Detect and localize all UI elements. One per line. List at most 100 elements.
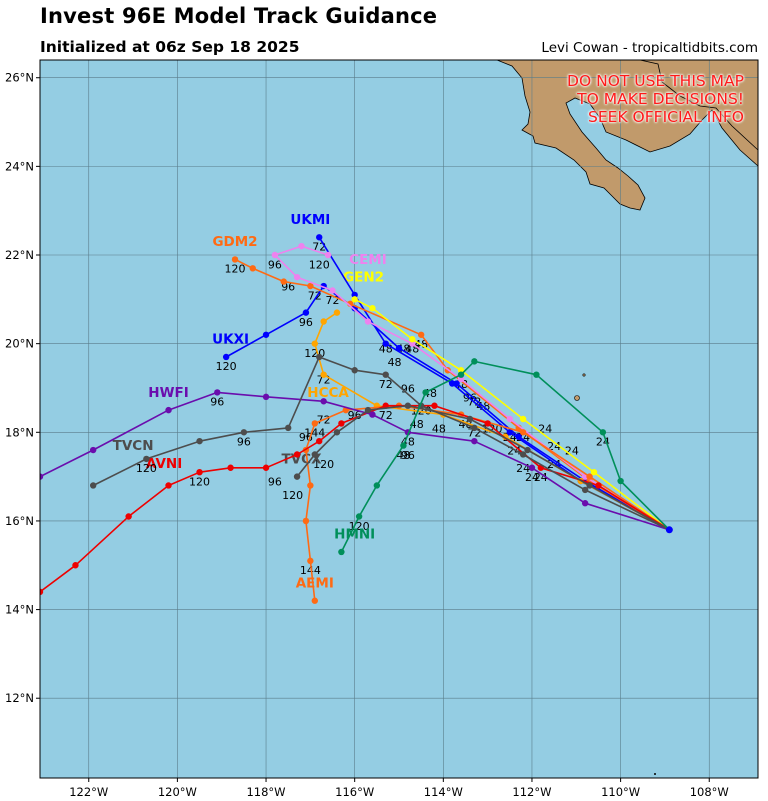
track-point <box>581 500 589 507</box>
track-point <box>316 437 323 445</box>
track-point <box>311 451 318 458</box>
forecast-hour-label: 24 <box>565 444 579 457</box>
track-point <box>373 482 381 489</box>
forecast-hour-label: 72 <box>308 289 322 302</box>
chart-subtitle: Initialized at 06z Sep 18 2025 <box>40 38 300 56</box>
track-point <box>422 389 429 396</box>
forecast-hour-label: 72 <box>379 409 393 422</box>
track-point <box>40 473 44 480</box>
forecast-hour-label: 48 <box>396 449 410 462</box>
plot-frame <box>39 59 759 779</box>
forecast-hour-label: 120 <box>225 263 246 276</box>
forecast-hour-label: 96 <box>401 382 415 395</box>
track-point <box>355 513 363 520</box>
track-point <box>471 424 478 432</box>
forecast-hour-label: 96 <box>401 449 415 462</box>
forecast-hour-label: 144 <box>300 564 321 577</box>
track-point <box>457 367 465 374</box>
x-tick-label: 120°W <box>158 785 197 799</box>
track-point <box>471 358 478 365</box>
island-dot <box>574 395 580 401</box>
track-point <box>72 562 79 569</box>
track-point <box>240 429 248 436</box>
track-point <box>528 464 536 471</box>
model-name-label: TVCN <box>113 438 154 454</box>
forecast-hour-label: 144 <box>304 427 325 440</box>
track-point <box>143 455 150 463</box>
mainland-coast <box>639 60 758 151</box>
track-point <box>302 309 310 316</box>
y-tick-label: 24°N <box>5 159 34 173</box>
forecast-hour-label: 96 <box>268 475 282 488</box>
forecast-hour-label: 120 <box>349 520 370 533</box>
model-name-label: GDM2 <box>212 234 257 250</box>
track-point <box>519 429 527 436</box>
model-track-hmni <box>338 358 670 556</box>
track-point <box>89 446 97 454</box>
warning-line: SEEK OFFICIAL INFO <box>588 108 744 126</box>
warning-box: DO NOT USE THIS MAP TO MAKE DECISIONS! S… <box>484 72 744 126</box>
forecast-hour-label: 96 <box>268 258 282 271</box>
axis-ticks: 122°W 120°W 118°W 116°W 114°W 112°W 110°W 108°W… <box>5 71 729 799</box>
track-point <box>369 411 376 418</box>
model-track-gen2 <box>351 296 670 531</box>
model-name-label: AEMI <box>296 575 334 591</box>
track-point <box>586 482 593 489</box>
track-line <box>40 391 670 531</box>
track-point <box>262 331 270 338</box>
track-point <box>214 389 221 396</box>
track-point <box>293 473 301 480</box>
forecast-hour-label: 48 <box>388 356 402 369</box>
forecast-hour-label: 120 <box>136 462 157 475</box>
track-point <box>311 420 318 427</box>
forecast-hour-label: 24 <box>534 471 548 484</box>
model-track-cemi <box>271 242 670 531</box>
credit-text: Levi Cowan - tropicaltidbits.com <box>541 40 758 56</box>
track-point <box>617 477 624 485</box>
track-point <box>409 336 416 343</box>
track-point <box>364 406 372 414</box>
track-point <box>395 344 403 352</box>
track-point <box>364 318 372 325</box>
track-point <box>457 371 465 378</box>
forecast-hour-label: 120 <box>216 360 237 373</box>
y-tick-label: 16°N <box>5 514 34 528</box>
x-tick-label: 110°W <box>601 785 640 799</box>
track-point <box>338 548 345 556</box>
model-name-label: UKXI <box>212 332 249 348</box>
track-point <box>400 442 407 449</box>
forecast-hour-label: 48 <box>432 422 446 435</box>
ocean-background <box>40 60 758 778</box>
warning-line: DO NOT USE THIS MAP <box>567 72 744 90</box>
track-point <box>351 367 358 374</box>
chart-title: Invest 96E Model Track Guidance <box>40 4 438 28</box>
model-track-tvcn <box>89 353 670 531</box>
track-point <box>165 406 172 414</box>
track-point <box>262 464 270 471</box>
forecast-hour-label: 24 <box>538 422 552 435</box>
initial-position-marker <box>665 526 673 534</box>
x-tick-label: 116°W <box>335 785 374 799</box>
track-point <box>404 402 412 409</box>
track-line <box>40 404 670 593</box>
model-track-avni <box>40 402 670 596</box>
forecast-hour-label: 96 <box>210 396 224 409</box>
track-point <box>293 273 301 281</box>
track-point <box>519 451 527 458</box>
track-point <box>89 482 97 489</box>
forecast-hour-label: 24 <box>525 471 539 484</box>
model-name-label: CEMI <box>349 252 387 268</box>
track-point <box>316 353 323 361</box>
track-point <box>320 371 327 378</box>
track-point <box>40 588 44 596</box>
track-point <box>431 402 438 409</box>
x-tick-label: 108°W <box>690 785 729 799</box>
track-point <box>338 420 345 427</box>
track-line <box>225 285 670 531</box>
track-point <box>125 513 132 520</box>
track-point <box>351 296 358 303</box>
track-point <box>271 251 279 259</box>
model-name-label: HCCA <box>307 385 349 401</box>
track-point <box>311 597 318 604</box>
